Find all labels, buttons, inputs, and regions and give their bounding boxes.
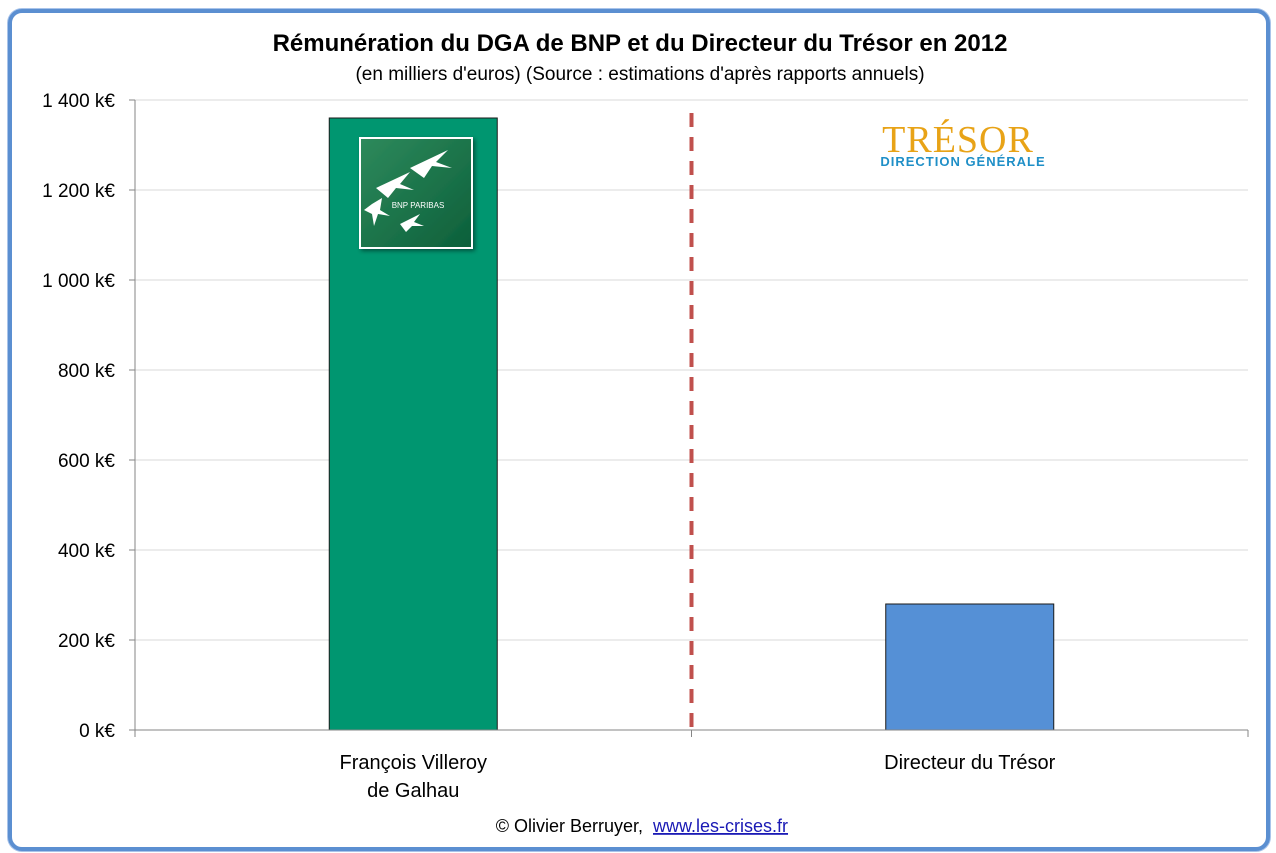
bnp-logo-text: BNP PARIBAS (392, 201, 445, 210)
y-tick-label: 0 k€ (79, 721, 115, 742)
x-category-label: François Villeroy (340, 752, 487, 774)
y-tick-label: 1 000 k€ (42, 271, 115, 292)
bar (885, 603, 1055, 731)
x-axis: François Villeroy de Galhau Directeur du T… (134, 729, 1249, 802)
chart-title: Rémunération du DGA de BNP et du Directe… (273, 30, 1008, 57)
y-tick-label: 1 200 k€ (42, 181, 115, 202)
bnp-paribas-logo: BNP PARIBAS (359, 137, 473, 249)
tresor-logo-text: TRÉSOR (882, 119, 1034, 161)
chart-frame (8, 9, 1270, 851)
y-axis: 0 k€ 200 k€ 400 k€ 600 k€ 800 k€ 1 000 k€ 1 20… (42, 91, 136, 742)
y-tick-label: 200 k€ (58, 631, 115, 652)
tresor-logo: TRÉSOR DIRECTION GÉNÉRALE (880, 119, 1045, 169)
footer-link[interactable]: www.les-crises.fr (652, 816, 788, 836)
y-tick-label: 800 k€ (58, 361, 115, 382)
y-tick-label: 1 400 k€ (42, 91, 115, 112)
y-tick-label: 600 k€ (58, 451, 115, 472)
x-category-label: de Galhau (367, 780, 459, 802)
footer-credit: © Olivier Berruyer, (496, 816, 643, 836)
y-tick-label: 400 k€ (58, 541, 115, 562)
x-category-label: Directeur du Trésor (884, 752, 1056, 774)
tresor-logo-subtext: DIRECTION GÉNÉRALE (880, 154, 1045, 169)
chart-subtitle: (en milliers d'euros) (Source : estimati… (355, 64, 924, 85)
